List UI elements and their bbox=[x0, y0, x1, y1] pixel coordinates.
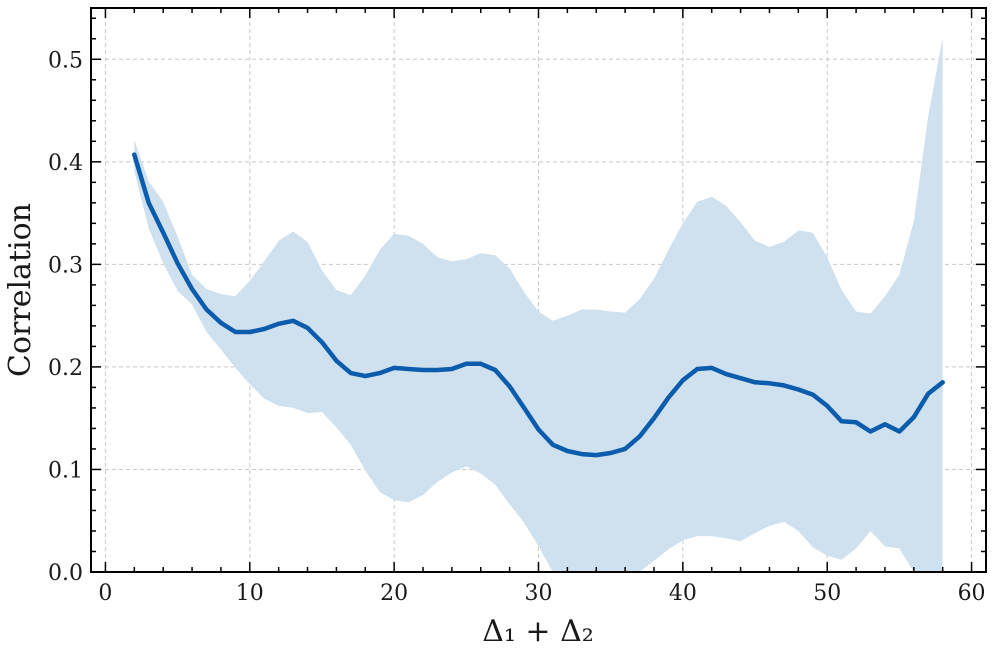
x-tick-labels: 0 10 20 30 40 50 60 bbox=[98, 581, 985, 606]
axis-ticks bbox=[91, 8, 986, 573]
mean-line bbox=[132, 152, 945, 458]
confidence-band bbox=[134, 37, 943, 572]
y-axis-label: Correlation bbox=[3, 203, 38, 377]
x-axis-label: Δ₁ + Δ₂ bbox=[482, 614, 594, 649]
y-tick-label: 0.3 bbox=[48, 253, 83, 278]
x-tick-label: 50 bbox=[813, 581, 841, 606]
y-tick-label: 0.5 bbox=[48, 48, 83, 73]
x-tick-label: 10 bbox=[236, 581, 264, 606]
x-tick-label: 40 bbox=[669, 581, 697, 606]
x-tick-label: 20 bbox=[380, 581, 408, 606]
y-tick-label: 0.4 bbox=[48, 151, 83, 176]
y-tick-label: 0.0 bbox=[48, 561, 83, 586]
x-tick-label: 60 bbox=[958, 581, 986, 606]
y-tick-labels: 0.0 0.1 0.2 0.3 0.4 0.5 bbox=[48, 48, 83, 586]
y-tick-label: 0.2 bbox=[48, 356, 83, 381]
x-tick-label: 30 bbox=[525, 581, 553, 606]
x-tick-label: 0 bbox=[98, 581, 112, 606]
y-tick-label: 0.1 bbox=[48, 458, 83, 483]
